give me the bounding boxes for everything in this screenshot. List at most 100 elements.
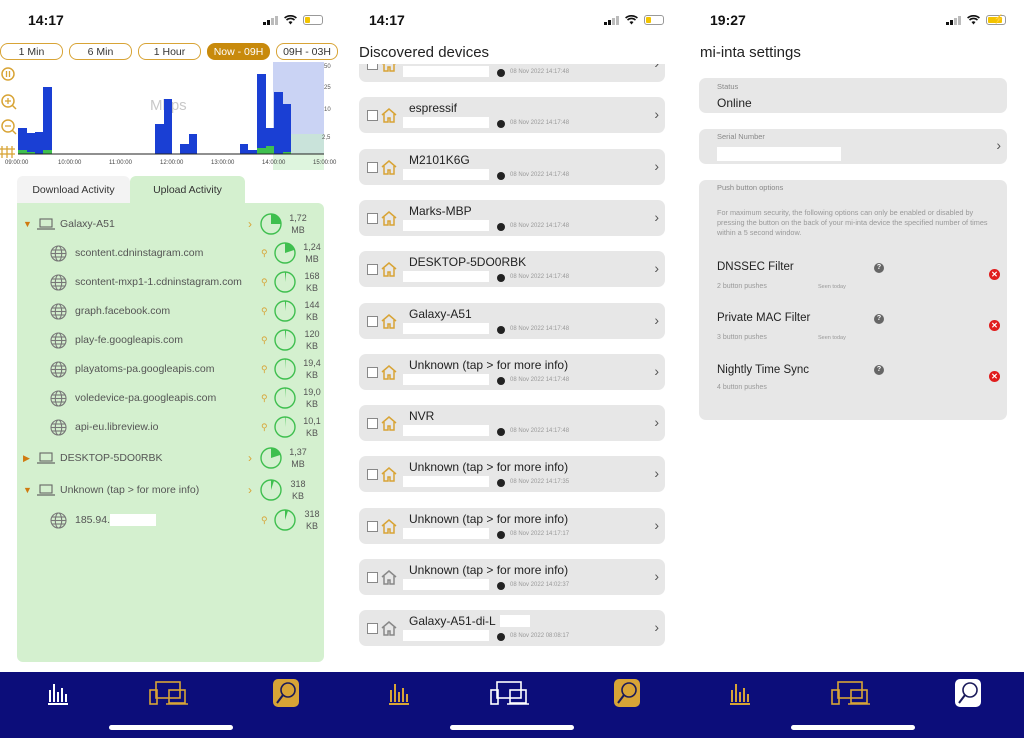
device-list-item[interactable]: Unknown (tap > for more info) 08 Nov 202… — [359, 353, 665, 390]
device-list-item[interactable]: espressif 08 Nov 2022 14:17:48 › — [359, 97, 665, 134]
zoom-in-icon[interactable] — [1, 94, 17, 110]
domain-row[interactable]: 185.94. ⚲ 318 KB — [17, 505, 324, 535]
help-icon[interactable]: ? — [874, 365, 884, 375]
fence-icon[interactable] — [0, 146, 15, 158]
range-1hour-button[interactable]: 1 Hour — [138, 43, 201, 60]
chevron-right-icon[interactable]: › — [248, 451, 252, 465]
pause-icon[interactable] — [1, 67, 15, 81]
device-list-item[interactable]: M2101K6G 08 Nov 2022 14:17:48 › — [359, 148, 665, 185]
home-indicator[interactable] — [791, 725, 915, 730]
clock-icon — [497, 633, 505, 642]
select-checkbox[interactable] — [367, 623, 378, 635]
zoom-out-icon[interactable] — [1, 119, 17, 135]
usage-size: 120 KB — [304, 329, 320, 351]
search-icon[interactable]: ⚲ — [261, 334, 268, 345]
svg-text:25: 25 — [324, 85, 331, 91]
device-list[interactable]: 08 Nov 2022 14:17:48 › espressif 08 Nov … — [359, 64, 665, 672]
select-checkbox[interactable] — [367, 64, 378, 70]
device-row[interactable]: ▼ Unknown (tap > for more info) › 318 KB — [17, 475, 324, 505]
status-bar: 14:17 — [341, 12, 682, 32]
network-search-tab-icon[interactable] — [612, 678, 642, 708]
device-list-item[interactable]: Galaxy-A51 08 Nov 2022 14:17:48 › — [359, 302, 665, 339]
row-label: scontent-mxp1-1.cdninstagram.com — [75, 276, 242, 288]
select-checkbox[interactable] — [367, 110, 378, 122]
device-list-item[interactable]: DESKTOP-5DO0RBK 08 Nov 2022 14:17:48 › — [359, 251, 665, 288]
device-list-item[interactable]: Unknown (tap > for more info) 08 Nov 202… — [359, 456, 665, 493]
usage-pie-icon — [260, 479, 282, 501]
search-icon[interactable]: ⚲ — [261, 247, 268, 258]
chevron-right-icon: › — [654, 568, 659, 584]
chevron-right-icon: › — [654, 157, 659, 174]
usage-size: 318 KB — [304, 509, 320, 531]
home-indicator[interactable] — [449, 725, 574, 730]
home-indicator[interactable] — [108, 725, 233, 730]
help-icon[interactable]: ? — [874, 263, 884, 273]
chevron-right-icon: › — [654, 64, 659, 71]
select-checkbox[interactable] — [367, 572, 378, 583]
domain-row[interactable]: scontent-mxp1-1.cdninstagram.com ⚲ 168 KB — [17, 267, 324, 297]
serial-number-card[interactable]: Serial Number › — [699, 129, 1007, 164]
tab-bar — [682, 672, 1024, 738]
serial-number-label: Serial Number — [717, 132, 765, 141]
globe-icon — [50, 244, 67, 262]
domain-row[interactable]: api-eu.libreview.io ⚲ 10,1 KB — [17, 412, 324, 442]
network-search-tab-icon[interactable] — [271, 678, 301, 708]
usage-size: 19,0 KB — [303, 387, 321, 409]
expanded-triangle-icon[interactable]: ▼ — [23, 485, 32, 495]
stats-tab-icon[interactable] — [726, 678, 756, 708]
domain-row[interactable]: graph.facebook.com ⚲ 144 KB — [17, 296, 324, 326]
search-icon[interactable]: ⚲ — [261, 421, 268, 432]
home-inactive-icon — [381, 570, 397, 585]
devices-tab-icon[interactable] — [148, 678, 194, 708]
help-icon[interactable]: ? — [874, 314, 884, 324]
last-seen-timestamp: 08 Nov 2022 14:17:48 — [510, 222, 570, 229]
stats-tab-icon[interactable] — [44, 678, 74, 708]
domain-row[interactable]: scontent.cdninstagram.com ⚲ 1,24 MB — [17, 238, 324, 268]
search-icon[interactable]: ⚲ — [261, 363, 268, 374]
domain-row[interactable]: play-fe.googleapis.com ⚲ 120 KB — [17, 325, 324, 355]
range-09h-03h-button[interactable]: 09H - 03H — [276, 43, 338, 60]
row-label: api-eu.libreview.io — [75, 421, 159, 433]
select-checkbox[interactable] — [367, 418, 378, 430]
device-list-item[interactable]: 08 Nov 2022 14:17:48 › — [359, 64, 665, 82]
range-6min-button[interactable]: 6 Min — [69, 43, 132, 60]
range-1min-button[interactable]: 1 Min — [0, 43, 63, 60]
devices-tab-icon[interactable] — [830, 678, 876, 708]
usage-pie-icon — [260, 213, 282, 235]
usage-size: 19,4 KB — [303, 358, 321, 380]
search-icon[interactable]: ⚲ — [261, 514, 268, 525]
bandwidth-chart[interactable]: Mbps 50 25 10 2,5 — [0, 62, 340, 170]
device-list-item[interactable]: Marks-MBP 08 Nov 2022 14:17:48 › — [359, 199, 665, 236]
collapsed-triangle-icon[interactable]: ▶ — [23, 452, 30, 463]
select-checkbox[interactable] — [367, 212, 378, 224]
select-checkbox[interactable] — [367, 520, 378, 532]
search-icon[interactable]: ⚲ — [261, 305, 268, 316]
domain-row[interactable]: playatoms-pa.googleapis.com ⚲ 19,4 KB — [17, 354, 324, 384]
devices-tab-icon[interactable] — [489, 678, 535, 708]
domain-row[interactable]: voledevice-pa.googleapis.com ⚲ 19,0 KB — [17, 383, 324, 413]
chevron-right-icon[interactable]: › — [248, 217, 252, 231]
tab-download-activity[interactable]: Download Activity — [17, 176, 130, 204]
device-list-item[interactable]: Unknown (tap > for more info) 08 Nov 202… — [359, 507, 665, 544]
select-checkbox[interactable] — [367, 264, 378, 276]
select-checkbox[interactable] — [367, 366, 378, 378]
device-name: Galaxy-A51-di-L — [409, 614, 496, 629]
select-checkbox[interactable] — [367, 315, 378, 327]
network-search-tab-icon[interactable] — [953, 678, 983, 708]
select-checkbox[interactable] — [367, 161, 378, 173]
search-icon[interactable]: ⚲ — [261, 276, 268, 287]
device-list-item[interactable]: NVR 08 Nov 2022 14:17:48 › — [359, 405, 665, 442]
select-checkbox[interactable] — [367, 469, 378, 481]
device-row[interactable]: ▶ DESKTOP-5DO0RBK › 1,37 MB — [17, 443, 324, 473]
tab-upload-activity[interactable]: Upload Activity — [130, 176, 245, 204]
laptop-icon — [37, 218, 55, 230]
device-row[interactable]: ▼ Galaxy-A51 › 1,72 MB — [17, 209, 324, 239]
chevron-right-icon[interactable]: › — [248, 483, 252, 497]
device-list-item[interactable]: Galaxy-A51-di-L 08 Nov 2022 08:08:17 › — [359, 610, 665, 647]
tab-bar — [341, 672, 682, 738]
search-icon[interactable]: ⚲ — [261, 392, 268, 403]
device-list-item[interactable]: Unknown (tap > for more info) 08 Nov 202… — [359, 559, 665, 595]
range-now-09h-button[interactable]: Now - 09H — [207, 43, 270, 60]
stats-tab-icon[interactable] — [385, 678, 415, 708]
expanded-triangle-icon[interactable]: ▼ — [23, 219, 32, 229]
